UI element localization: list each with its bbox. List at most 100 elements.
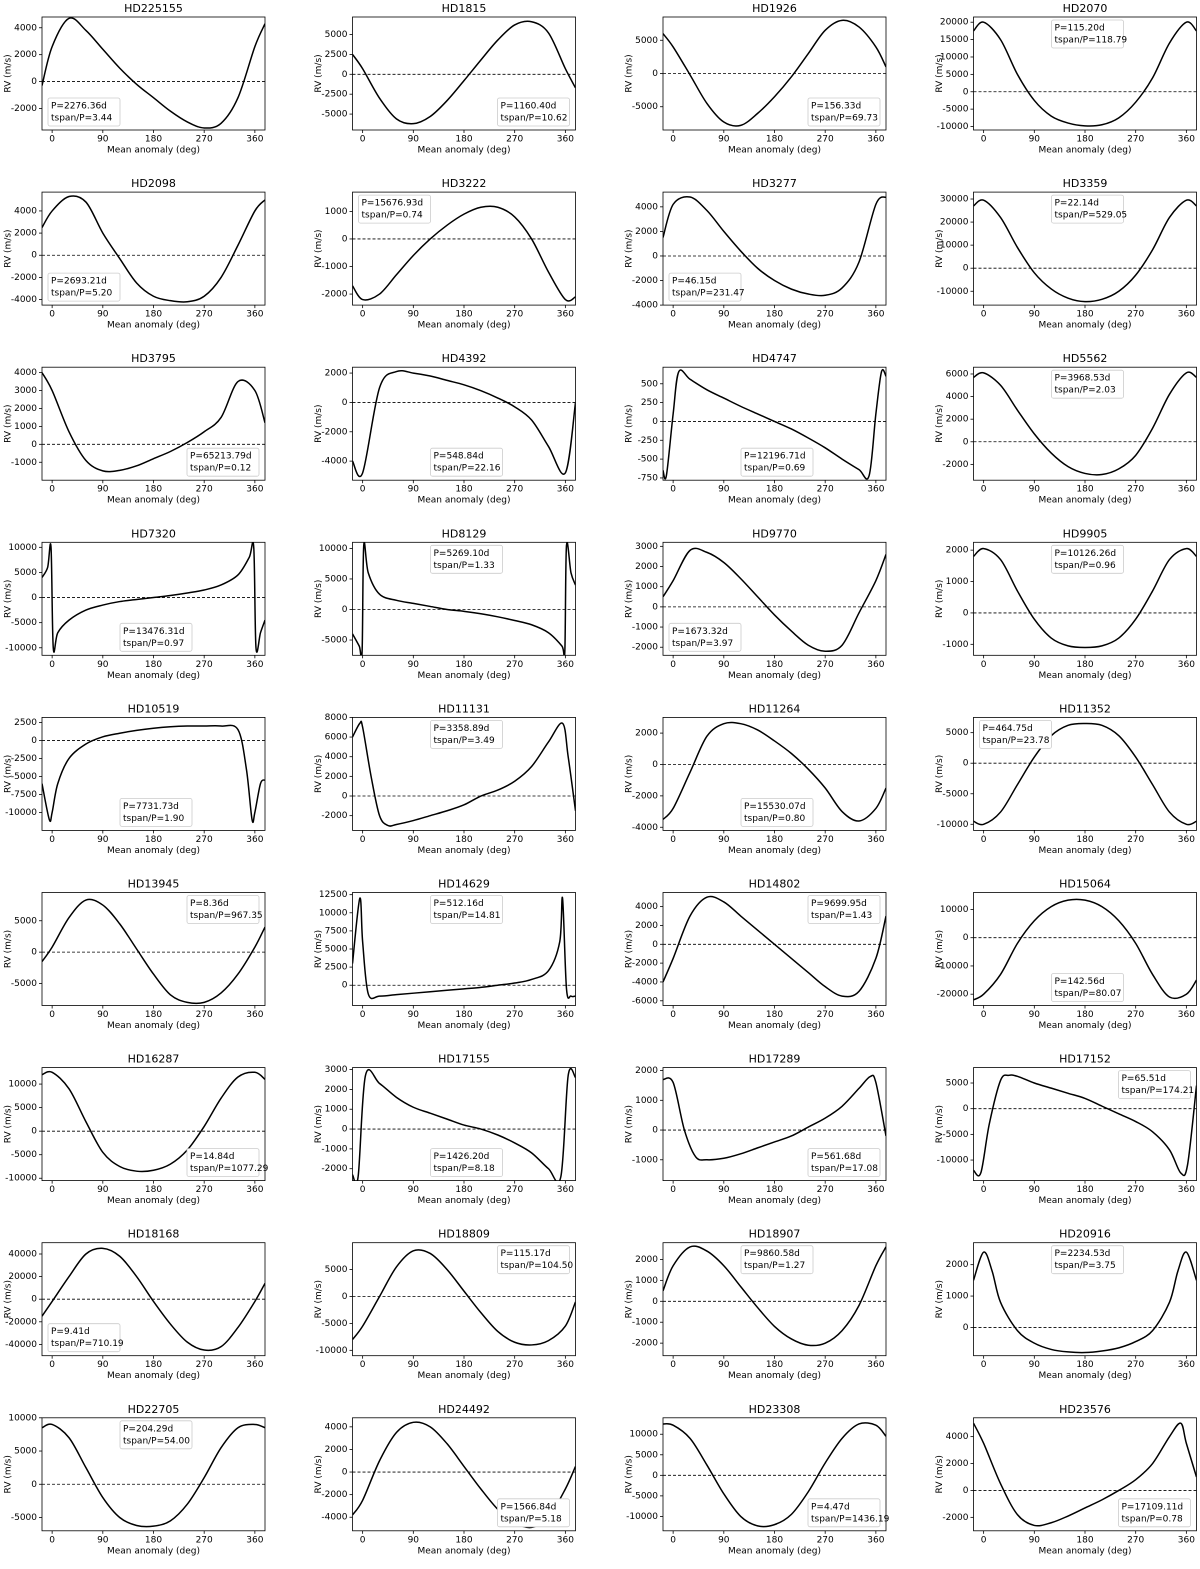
annotation-box <box>807 1498 881 1528</box>
y-axis-label: RV (m/s) <box>625 405 635 443</box>
x-tick-label: 0 <box>360 310 366 320</box>
x-tick-label: 90 <box>1029 1185 1041 1195</box>
y-tick-label: -4000 <box>632 977 658 987</box>
x-tick-label: 360 <box>1178 485 1195 495</box>
annotation: tspan/P=529.05 <box>1055 211 1128 221</box>
y-tick-label: 5000 <box>325 945 348 955</box>
subplot-title: HD3795 <box>131 352 176 365</box>
y-tick-label: 0 <box>342 398 348 408</box>
x-tick-label: 0 <box>670 1010 676 1020</box>
subplot: HD23308 -10000 -5000 0 5000 10000 0 90 180 270 360… <box>625 1403 890 1557</box>
x-tick-label: 270 <box>817 135 834 145</box>
x-tick-label: 90 <box>408 1535 420 1545</box>
x-tick-label: 180 <box>145 1010 162 1020</box>
annotation-box <box>47 97 121 127</box>
rv-curve <box>352 896 576 1000</box>
y-tick-label: -2500 <box>11 754 37 764</box>
x-axis-label: Mean anomaly (deg) <box>417 1546 510 1556</box>
annotation: tspan/P=22.16 <box>434 464 501 474</box>
annotation: P=22.14d <box>1055 199 1099 209</box>
y-tick-label: -10000 <box>937 1156 969 1166</box>
subplot: HD2070 -10000 -5000 0 5000 10000 15000 20000 0 90… <box>935 2 1197 156</box>
x-tick-label: 180 <box>766 1535 783 1545</box>
y-tick-label: 10000 <box>8 1413 37 1423</box>
annotation: tspan/P=8.18 <box>434 1164 495 1174</box>
subplot: HD9905 -1000 0 1000 2000 0 90 180 270 360 Mean ano… <box>935 527 1197 681</box>
x-tick-label: 90 <box>97 1360 109 1370</box>
x-axis-label: Mean anomaly (deg) <box>1038 846 1131 856</box>
annotation-box <box>668 272 742 302</box>
plot-frame <box>352 717 576 831</box>
annotation-box <box>119 622 193 652</box>
y-axis-label: RV (m/s) <box>935 229 945 267</box>
y-tick-label: -1000 <box>321 262 347 272</box>
x-tick-label: 90 <box>97 1185 109 1195</box>
x-tick-label: 360 <box>557 1360 574 1370</box>
x-tick-label: 360 <box>557 835 574 845</box>
subplot-title: HD7320 <box>131 527 176 540</box>
subplot: HD7320 -10000 -5000 0 5000 10000 0 90 180 270 360 M… <box>4 527 266 681</box>
y-tick-label: 10000 <box>8 1080 37 1090</box>
annotation-box <box>1051 369 1124 399</box>
x-tick-label: 0 <box>360 1360 366 1370</box>
annotation: P=9.41d <box>51 1327 90 1337</box>
y-tick-label: 0 <box>963 264 969 274</box>
x-axis-label: Mean anomaly (deg) <box>107 671 200 681</box>
annotation: tspan/P=3.75 <box>1055 1261 1116 1271</box>
x-tick-label: 360 <box>1178 1185 1195 1195</box>
y-tick-label: 0 <box>342 792 348 802</box>
annotation: tspan/P=0.96 <box>1055 561 1116 571</box>
x-tick-label: 0 <box>981 835 987 845</box>
subplot: HD23576 -2000 0 2000 4000 0 90 180 270 360 Mean an… <box>935 1403 1197 1556</box>
y-tick-label: 3000 <box>14 386 37 396</box>
rv-curve <box>973 722 1197 826</box>
x-tick-label: 180 <box>455 660 472 670</box>
y-axis-label: RV (m/s) <box>4 229 14 267</box>
y-tick-label: 5000 <box>946 70 969 80</box>
y-tick-label: -10000 <box>5 1174 37 1184</box>
y-tick-label: 5000 <box>946 728 969 738</box>
subplot: HD13945 -5000 0 5000 0 90 180 270 360 Mean anomal… <box>4 878 266 1031</box>
annotation: tspan/P=80.07 <box>1055 989 1122 999</box>
subplot-title: HD9770 <box>752 527 797 540</box>
y-tick-label: 0 <box>963 608 969 618</box>
subplot-title: HD3277 <box>752 177 797 190</box>
annotation: P=14.84d <box>190 1152 234 1162</box>
x-tick-label: 180 <box>145 485 162 495</box>
y-tick-label: 5000 <box>325 574 348 584</box>
rv-curve <box>352 205 576 302</box>
y-tick-label: 5000 <box>14 1447 37 1457</box>
rv-curve <box>663 196 886 297</box>
y-tick-label: -6000 <box>632 996 658 1006</box>
x-tick-label: 360 <box>557 1535 574 1545</box>
x-tick-label: 360 <box>1178 310 1195 320</box>
x-axis-label: Mean anomaly (deg) <box>1038 1546 1131 1556</box>
x-tick-label: 180 <box>145 1360 162 1370</box>
x-tick-label: 90 <box>408 310 420 320</box>
x-tick-label: 180 <box>1076 135 1093 145</box>
y-tick-label: 0 <box>963 1323 969 1333</box>
annotation: P=1426.20d <box>434 1152 490 1162</box>
x-tick-label: 0 <box>360 1535 366 1545</box>
subplot: HD14629 0 2500 5000 7500 10000 12500 0 90 180 270 3… <box>314 878 576 1031</box>
y-axis-label: RV (m/s) <box>4 1280 14 1318</box>
y-tick-label: 1000 <box>946 577 969 587</box>
y-tick-label: 0 <box>963 1104 969 1114</box>
x-tick-label: 90 <box>408 1010 420 1020</box>
x-tick-label: 90 <box>718 135 730 145</box>
x-tick-label: 90 <box>408 1360 420 1370</box>
y-tick-label: 0 <box>652 602 658 612</box>
subplot: HD17155 -2000 -1000 0 1000 2000 3000 0 90 180 270 3… <box>314 1053 576 1206</box>
x-tick-label: 270 <box>506 660 523 670</box>
x-axis-label: Mean anomaly (deg) <box>417 496 510 506</box>
y-tick-label: -4000 <box>321 1513 347 1523</box>
x-tick-label: 90 <box>97 310 109 320</box>
y-tick-label: -4000 <box>632 823 658 833</box>
annotation-box <box>186 895 260 924</box>
annotation-box <box>1118 1498 1191 1528</box>
y-tick-label: 0 <box>31 1295 37 1305</box>
rv-curve <box>352 542 576 656</box>
annotation-box <box>430 895 503 924</box>
rv-curve <box>352 1068 576 1181</box>
x-tick-label: 360 <box>867 660 884 670</box>
